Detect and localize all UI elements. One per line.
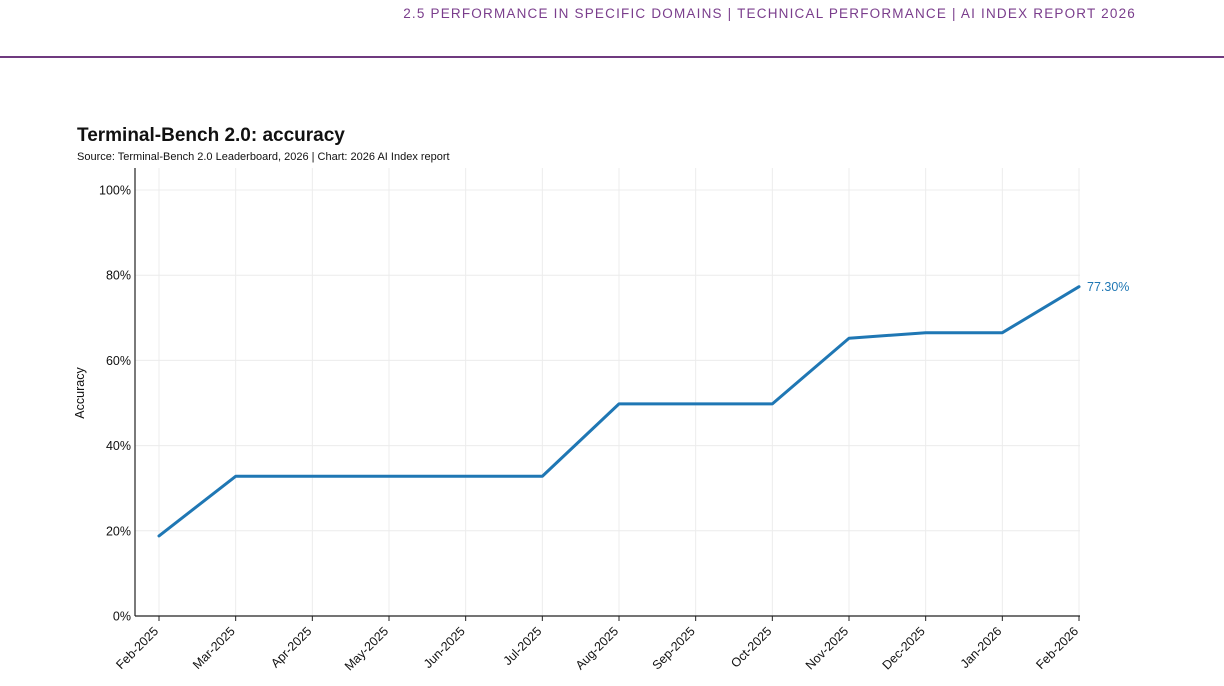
series-line: [157, 285, 1081, 538]
chart-title: Terminal-Bench 2.0: accuracy: [77, 125, 345, 146]
x-tick-label: Feb-2026: [1033, 624, 1081, 672]
x-tick-label: Oct-2025: [728, 624, 774, 670]
x-tick-labels: Feb-2025 Mar-2025 Apr-2025 May-2025 Jun-2025…: [113, 624, 1081, 673]
y-tick-label: 60%: [106, 354, 131, 368]
y-tick-label: 80%: [106, 269, 131, 283]
x-tick-label: Mar-2025: [190, 624, 238, 672]
y-tick-label: 40%: [106, 439, 131, 453]
running-title: 2.5 PERFORMANCE IN SPECIFIC DOMAINS | TE…: [403, 6, 1136, 21]
page-header: 2.5 PERFORMANCE IN SPECIFIC DOMAINS | TE…: [0, 0, 1224, 58]
x-tick-label: Apr-2025: [268, 624, 314, 670]
x-tick-label: May-2025: [342, 624, 391, 673]
x-tick-label: Jun-2025: [421, 624, 468, 671]
chart-subtitle: Source: Terminal-Bench 2.0 Leaderboard, …: [77, 151, 450, 163]
x-tick-label: Jul-2025: [501, 624, 545, 668]
x-tick-label: Sep-2025: [650, 624, 698, 672]
x-tick-label: Nov-2025: [803, 624, 851, 672]
y-tick-label: 20%: [106, 524, 131, 538]
y-tick-labels: 0% 20% 40% 60% 80% 100%: [99, 184, 131, 624]
axes: [134, 168, 1080, 621]
y-tick-label: 100%: [99, 184, 131, 198]
series-group: [157, 285, 1081, 538]
gridlines: [135, 168, 1080, 616]
x-tick-label: Jan-2026: [958, 624, 1005, 671]
x-tick-label: Feb-2025: [113, 624, 161, 672]
annotations: 77.30%: [1087, 280, 1129, 294]
x-tick-label: Aug-2025: [573, 624, 621, 672]
x-tick-label: Dec-2025: [880, 624, 928, 672]
y-tick-label: 0%: [113, 610, 131, 624]
end-value-label: 77.30%: [1087, 280, 1129, 294]
